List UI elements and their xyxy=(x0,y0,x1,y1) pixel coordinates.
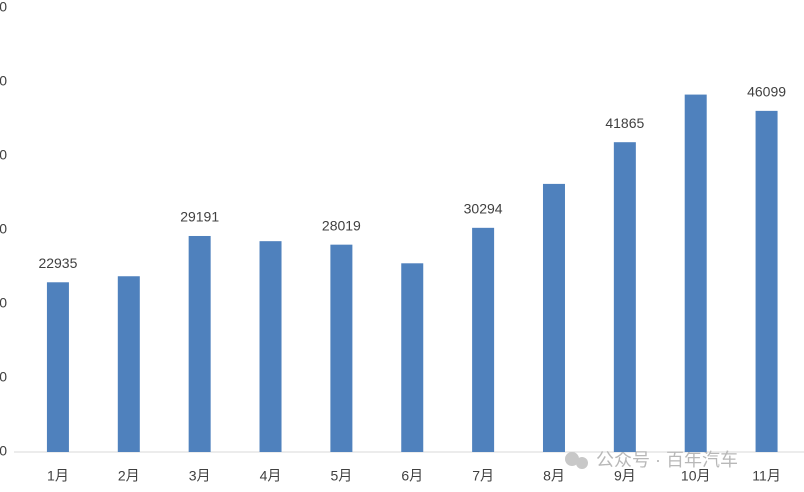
watermark: 公众号 · 百年汽车 xyxy=(565,450,738,470)
bar xyxy=(613,142,636,452)
y-tick-label: 30000 xyxy=(0,221,7,237)
y-tick-label: 10000 xyxy=(0,369,7,385)
x-tick-label: 6月 xyxy=(401,468,423,484)
data-label: 29191 xyxy=(180,209,219,225)
bar xyxy=(188,235,211,452)
y-tick-label: 0 xyxy=(0,443,7,459)
bar xyxy=(401,263,424,452)
bar xyxy=(259,241,282,452)
bar xyxy=(472,227,495,452)
watermark-icon xyxy=(576,457,588,469)
x-tick-label: 4月 xyxy=(260,468,282,484)
bar xyxy=(46,282,69,452)
watermark-text: 公众号 · 百年汽车 xyxy=(596,450,738,470)
y-tick-label: 20000 xyxy=(0,295,7,311)
x-tick-label: 11月 xyxy=(752,468,781,484)
x-tick-label: 3月 xyxy=(189,468,211,484)
bar xyxy=(684,94,707,452)
watermark-icon xyxy=(565,452,579,466)
bar xyxy=(117,276,140,452)
data-label: 41865 xyxy=(605,115,644,131)
data-label: 22935 xyxy=(38,255,77,271)
x-tick-label: 2月 xyxy=(118,468,140,484)
bar xyxy=(330,244,353,452)
x-tick-label: 5月 xyxy=(330,468,352,484)
y-tick-label: 50000 xyxy=(0,73,7,89)
bar xyxy=(542,183,565,452)
x-tick-label: 10月 xyxy=(681,468,711,484)
y-tick-label: 40000 xyxy=(0,147,7,163)
data-label: 46099 xyxy=(747,84,786,100)
x-tick-label: 9月 xyxy=(614,468,636,484)
y-tick-label: 60000 xyxy=(0,0,7,15)
x-tick-label: 1月 xyxy=(47,468,69,484)
x-tick-label: 8月 xyxy=(543,468,565,484)
x-tick-label: 7月 xyxy=(472,468,494,484)
bar xyxy=(755,110,778,452)
data-label: 28019 xyxy=(322,217,361,233)
data-label: 30294 xyxy=(464,201,503,217)
